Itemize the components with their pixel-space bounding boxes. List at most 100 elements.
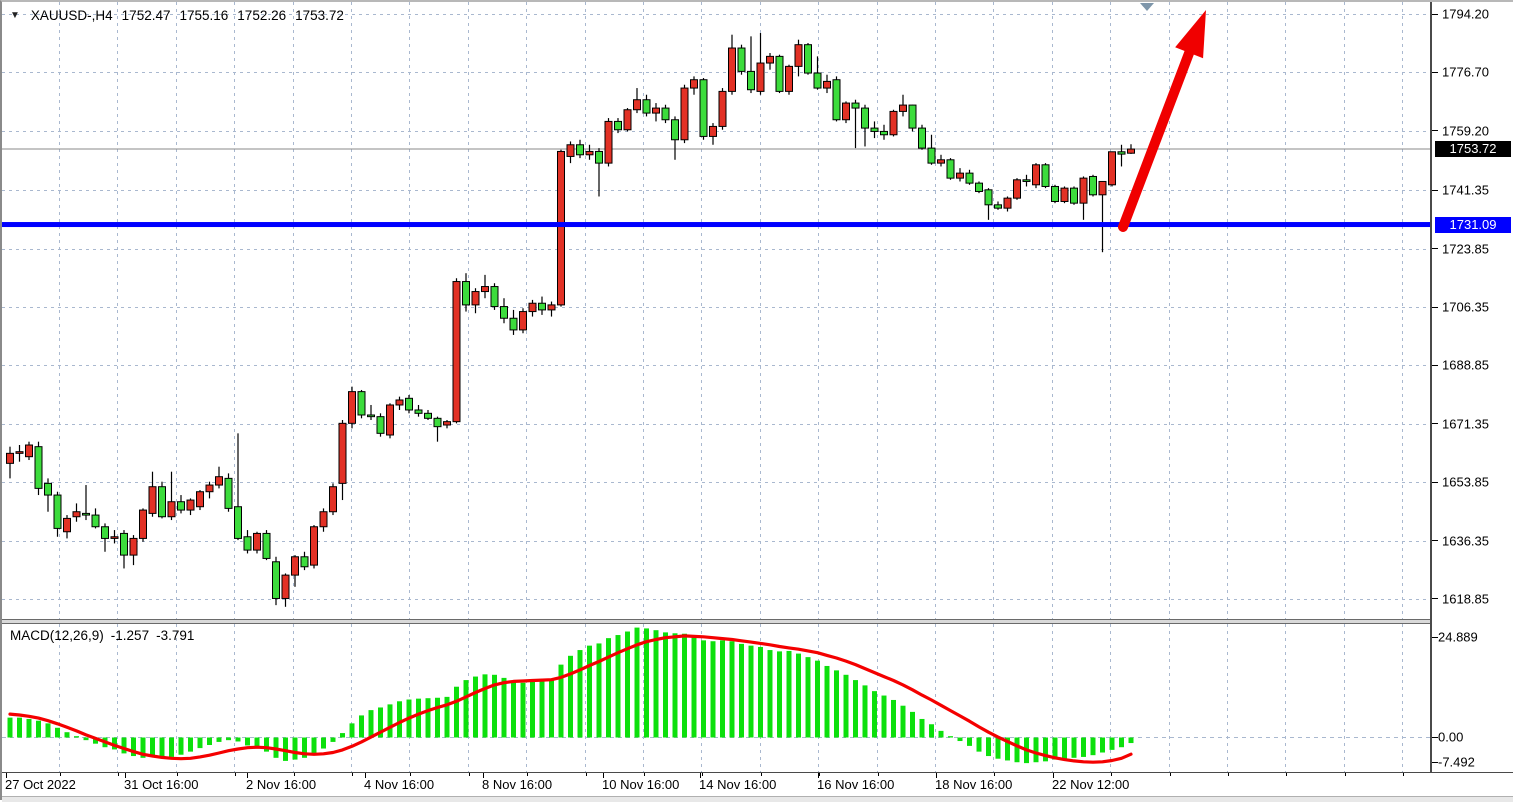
candle-bull [186, 499, 195, 511]
candle-bull [623, 109, 632, 131]
macd-header: MACD(12,26,9) -1.257 -3.791 [10, 628, 194, 643]
price-scale[interactable]: 1794.20 1776.70 1759.20 1741.35 1723.85 1706.… [1430, 2, 1513, 772]
time-axis-minor-tick [1110, 773, 1112, 776]
candle-bull [794, 44, 803, 67]
macd-histogram-bar [264, 737, 269, 752]
macd-histogram-bar [910, 711, 915, 738]
macd-histogram-bar [159, 737, 165, 758]
macd-histogram-bar [140, 737, 146, 758]
macd-histogram-bar [549, 679, 554, 738]
price-axis-tick [1432, 423, 1438, 425]
candle-bull [196, 491, 204, 508]
macd-histogram-bar [834, 670, 839, 738]
candle-bear [832, 79, 841, 121]
macd-main-value: -1.257 [110, 628, 150, 643]
candle-bear [813, 72, 822, 89]
time-axis-minor-tick [176, 773, 178, 776]
candle-bull [785, 65, 793, 92]
price-axis-label: 1688.85 [1442, 357, 1489, 373]
candle-bear [357, 391, 366, 416]
candle-bull [718, 90, 727, 127]
macd-histogram-bar [615, 635, 621, 738]
macd-indicator-label: MACD(12,26,9) [10, 628, 104, 643]
trend-arrow-head[interactable] [1175, 10, 1206, 59]
time-axis-label: 14 Nov 16:00 [699, 777, 777, 792]
macd-histogram-bar [216, 737, 222, 742]
macd-histogram-bar [853, 680, 858, 738]
time-axis-label: 16 Nov 16:00 [817, 777, 895, 792]
candle-bull [519, 311, 527, 331]
candle-bull [72, 511, 81, 518]
macd-histogram-bar [672, 633, 678, 738]
candle-bull [25, 444, 33, 458]
macd-histogram-bar [786, 650, 792, 738]
macd-histogram-bar [967, 737, 972, 746]
candle-bear [101, 526, 109, 539]
macd-histogram-bar [748, 645, 754, 738]
candle-bull [1098, 180, 1107, 196]
candle-bull [395, 399, 404, 406]
candle-bear [414, 409, 423, 414]
candle-bear [918, 127, 926, 149]
candle-bull [139, 509, 147, 539]
macd-histogram-bar [17, 717, 22, 738]
candle-bull [63, 517, 71, 533]
macd-histogram-bar [995, 737, 1001, 759]
time-scale[interactable]: 27 Oct 2022 31 Oct 16:00 2 Nov 16:00 4 Nov … [2, 772, 1513, 796]
macd-histogram-bar [36, 720, 41, 738]
macd-histogram-bar [93, 737, 98, 744]
price-axis-label: 1636.35 [1442, 533, 1489, 549]
candle-bear [462, 281, 470, 306]
macd-histogram-bar [74, 736, 79, 738]
time-axis-tick [936, 773, 937, 778]
candle-bear [367, 414, 375, 418]
macd-histogram-bar [254, 737, 260, 749]
candle-bull [319, 511, 328, 528]
macd-histogram-bar [881, 695, 887, 738]
candle-bull [956, 172, 964, 179]
macd-histogram-bar [530, 680, 535, 738]
candle-bear [500, 306, 508, 319]
macd-histogram-bar [45, 723, 51, 738]
candle-bear [861, 107, 869, 129]
price-axis-tick [1432, 71, 1438, 73]
macd-axis-tick [1432, 761, 1438, 763]
macd-histogram-bar [387, 704, 393, 738]
support-hline[interactable] [2, 222, 1430, 228]
candle-bull [348, 391, 356, 424]
candle-bear [91, 514, 100, 528]
symbol-dropdown-icon[interactable]: ▼ [10, 10, 20, 21]
candle-bear [1041, 164, 1050, 187]
candle-bear [509, 317, 518, 331]
chart-shift-marker[interactable] [1140, 3, 1154, 11]
candle-bull [329, 486, 337, 513]
candle-bull [110, 536, 119, 539]
macd-histogram-bar [444, 696, 450, 738]
candle-bull [547, 304, 556, 311]
price-axis-label: 1776.70 [1442, 64, 1489, 80]
candle-bull [310, 526, 318, 566]
macd-histogram-bar [226, 737, 231, 741]
macd-indicator-chart[interactable] [2, 624, 1430, 772]
candle-bear [490, 286, 499, 308]
macd-histogram-bar [112, 737, 117, 750]
price-axis-tick [1432, 598, 1438, 600]
macd-histogram-bar [359, 715, 364, 738]
time-axis-tick [247, 773, 248, 778]
candle-bull [205, 484, 214, 493]
macd-histogram-bar [26, 718, 32, 738]
main-price-chart[interactable] [2, 2, 1430, 619]
time-axis-minor-tick [351, 773, 353, 776]
candle-bull [215, 476, 223, 486]
candle-bear [120, 532, 128, 556]
trend-arrow-shaft[interactable] [1118, 43, 1196, 232]
panel-separator[interactable] [2, 619, 1430, 624]
macd-histogram-bar [1090, 737, 1096, 756]
candle-bear [908, 104, 917, 129]
candle-bear [870, 127, 879, 132]
time-axis-label: 2 Nov 16:00 [246, 777, 317, 792]
macd-histogram-bar [425, 698, 431, 738]
candle-bull [889, 110, 898, 136]
candle-bear [405, 397, 413, 411]
